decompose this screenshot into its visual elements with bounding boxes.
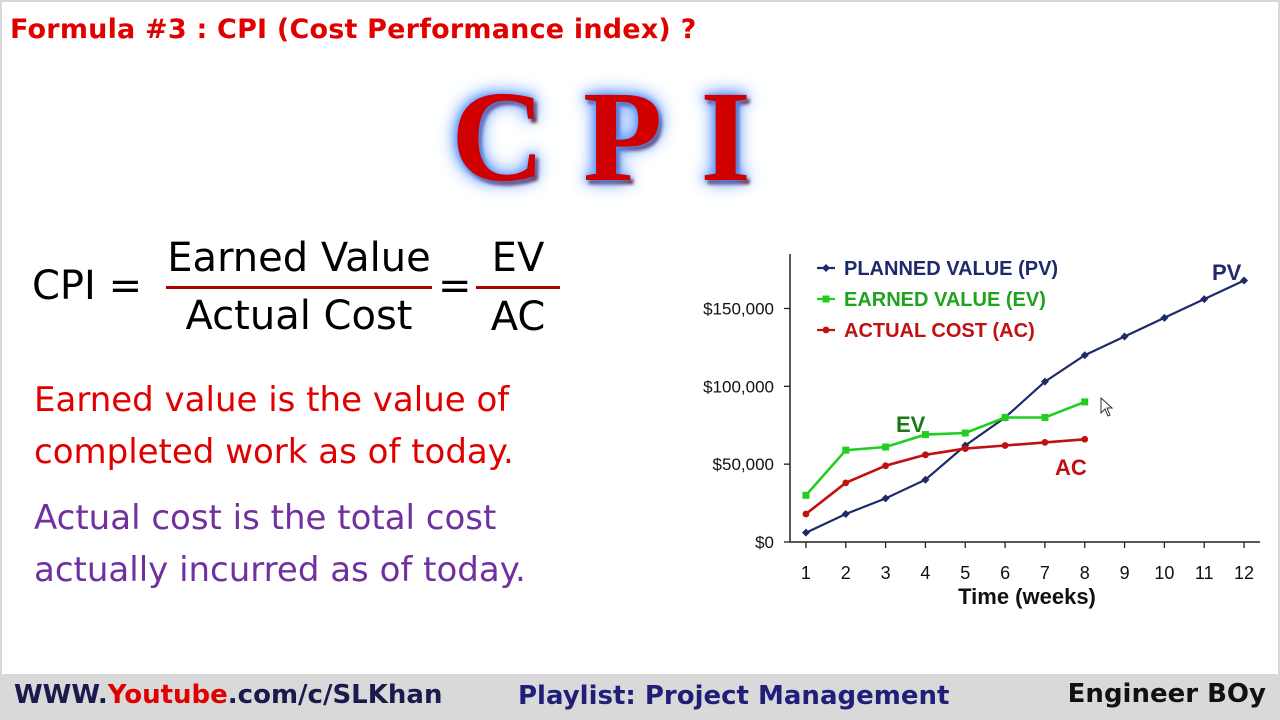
x-tick-label: 5 [960,563,970,583]
data-point-pv [801,528,810,537]
series-line-ac [805,438,1085,516]
slide-frame [0,0,1280,674]
legend-label: PLANNED VALUE (PV) [844,258,1058,280]
channel-url[interactable]: WWW.Youtube.com/c/SLKhan [14,680,442,710]
earned-value-definition: Earned value is the value of completed w… [34,380,514,472]
data-point-ev [1081,398,1089,406]
data-point-ev [802,491,810,499]
url-prefix: WWW. [14,680,108,710]
x-tick-label: 1 [801,563,811,583]
legend-marker [822,326,830,334]
y-tick-label: $0 [755,533,774,552]
x-tick-label: 7 [1040,563,1050,583]
data-point-pv [841,509,850,518]
data-point-ac [1081,435,1089,443]
data-point-ev [882,443,890,451]
data-point-ev [842,446,850,454]
data-point-ev [961,429,969,437]
mouse-cursor-icon [1100,397,1114,417]
formula-fraction-long: Earned Value Actual Cost [164,230,434,343]
data-point-ac [961,445,969,452]
data-point-pv [1200,295,1209,304]
x-tick-label: 9 [1120,563,1130,583]
formula-numerator: Earned Value [167,235,431,281]
x-tick-label: 3 [881,563,891,583]
annotation-ac: AC [1055,455,1087,480]
legend-label: ACTUAL COST (AC) [844,320,1035,342]
legend-marker [822,295,830,303]
formula-fraction-short: EV AC [476,230,560,345]
data-point-pv [1160,313,1169,322]
series-line-ev [804,400,1086,497]
fraction-bar-short [476,286,560,289]
data-point-pv [1240,276,1249,285]
formula-short-numerator: EV [491,235,545,281]
annotation-pv: PV [1212,260,1242,285]
series-line-pv [805,279,1245,534]
data-point-pv [881,494,890,503]
annotation-ev: EV [896,412,926,437]
data-point-ev [921,431,929,439]
slide-title: Formula #3 : CPI (Cost Performance index… [10,14,697,45]
url-suffix: .com/c/SLKhan [227,680,443,710]
data-point-ac [1001,442,1009,449]
big-heading: CPI [451,65,789,209]
x-tick-label: 12 [1234,563,1254,583]
data-point-pv [1120,332,1129,341]
channel-brand: Engineer BOy [1067,679,1266,709]
x-tick-label: 4 [920,563,930,583]
fraction-bar [166,286,432,289]
y-tick-label: $50,000 [713,455,774,474]
x-tick-label: 11 [1195,563,1214,583]
data-point-ac [802,510,810,518]
data-point-ev [1041,413,1049,421]
formula-equals: = [438,263,472,309]
y-tick-label: $150,000 [703,299,774,318]
data-point-pv [1040,377,1049,386]
url-brand: Youtube [107,680,228,710]
x-tick-label: 10 [1154,563,1174,583]
data-point-pv [1080,351,1089,360]
formula-short-denominator: AC [490,294,546,340]
data-point-ac [1041,438,1049,446]
data-point-ac [842,479,850,487]
x-tick-label: 8 [1080,563,1090,583]
data-point-ac [882,462,889,470]
data-point-pv [921,475,930,484]
x-tick-label: 2 [841,563,851,583]
actual-cost-definition: Actual cost is the total cost actually i… [34,498,526,590]
formula-lhs: CPI = [32,263,143,309]
legend-label: EARNED VALUE (EV) [844,289,1046,311]
formula-denominator: Actual Cost [185,293,413,339]
playlist-label: Playlist: Project Management [518,681,950,711]
data-point-ac [922,451,929,459]
legend-marker [822,264,830,272]
y-tick-label: $100,000 [703,377,774,396]
data-point-ev [1001,413,1009,421]
footer-bar: WWW.Youtube.com/c/SLKhan Playlist: Proje… [0,674,1280,720]
x-tick-label: 6 [1000,563,1010,583]
x-axis-label: Time (weeks) [958,584,1096,609]
